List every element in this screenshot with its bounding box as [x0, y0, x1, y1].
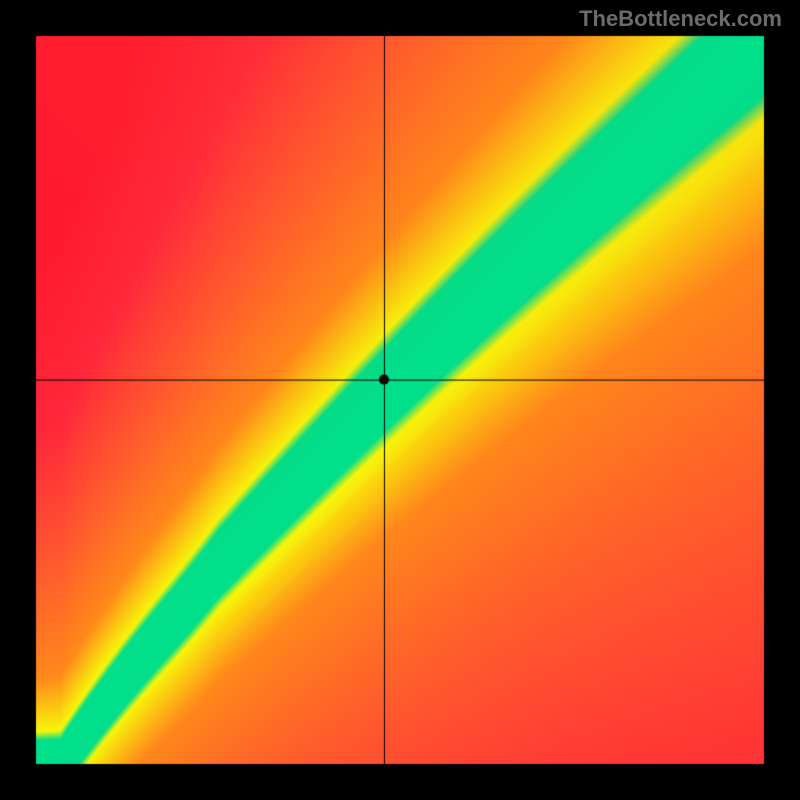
watermark-text: TheBottleneck.com [579, 6, 782, 32]
chart-container: TheBottleneck.com [0, 0, 800, 800]
heatmap-canvas [0, 0, 800, 800]
